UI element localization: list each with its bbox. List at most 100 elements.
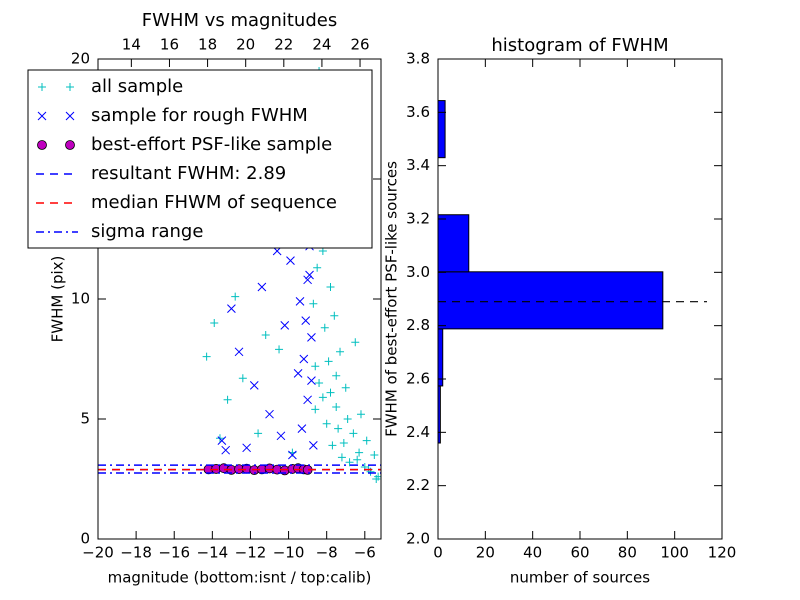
point [249,381,259,390]
point [309,299,318,308]
point [313,263,322,272]
point [210,319,219,327]
point [303,395,312,405]
legend-marker [37,111,47,121]
point [221,445,231,455]
y-tick-label: 2.2 [406,476,430,494]
point [307,333,316,342]
y-tick-label: 2.6 [406,370,430,388]
x-tick-label: 80 [618,544,637,562]
x-tick-label: −14 [197,544,229,562]
axes-frame [97,58,382,540]
y-tick-label: 3.4 [406,156,430,174]
x2-tick-label: 24 [312,36,331,54]
y-axis-label: FWHM of best-effort PSF-like sources [383,161,401,437]
x-axis-label: magnitude (bottom:isnt / top:calib) [108,569,372,587]
point [295,297,305,306]
y-tick-label: 5 [80,410,90,428]
point [356,410,365,419]
legend-label: median FHWM of sequence [91,192,337,213]
x-tick-label: −8 [316,544,338,562]
x-tick-label: −20 [82,544,114,562]
chart-title: FWHM vs magnitudes [142,10,337,31]
x-tick-label: 20 [476,544,495,562]
y-tick-label: 20 [71,50,90,68]
legend-label: sample for rough FWHM [91,105,308,126]
y-tick-label: 3.0 [406,263,430,281]
y-tick-label: 3.2 [406,210,430,228]
point [351,338,360,347]
point [345,458,354,467]
point [320,323,329,332]
point [297,424,307,433]
x-tick-label: 0 [433,544,443,562]
legend-marker [38,83,46,91]
point [254,429,263,438]
point [349,429,358,438]
x-tick-label: −6 [354,544,376,562]
x2-tick-label: 14 [122,36,141,54]
point [370,451,379,459]
point [362,436,371,445]
y-tick-label: 10 [71,290,90,308]
legend-marker [65,140,75,150]
point [324,357,333,366]
point [311,405,320,414]
point [336,347,345,356]
x-tick-label: −12 [235,544,267,562]
legend-label: resultant FWHM: 2.89 [91,163,286,184]
point [339,439,348,447]
x-tick-label: 40 [523,544,542,562]
point [328,441,337,450]
legend-marker [37,140,47,150]
point [293,369,303,378]
point [301,316,311,325]
point [257,282,267,292]
point [332,403,341,411]
x-tick-label: 60 [570,544,589,562]
point [326,283,335,291]
x2-tick-label: 22 [274,36,293,54]
x-tick-label: 100 [660,544,689,562]
x-tick-label: −10 [273,544,305,562]
y-tick-label: 3.6 [406,103,430,121]
point [318,393,327,402]
point [372,475,381,483]
point [217,436,227,445]
point [231,292,240,301]
point [242,443,251,453]
legend-label: best-effort PSF-like sample [91,134,332,155]
bar [438,214,470,273]
point [330,311,339,320]
y-tick-label: 3.8 [406,50,430,68]
legend-label: sigma range [91,221,203,242]
point [303,275,312,285]
point [311,362,320,371]
point [353,455,362,464]
y-tick-label: 2.8 [406,316,430,334]
axes-frame [437,58,723,540]
point [202,352,211,361]
point [334,424,343,433]
point [275,345,284,354]
point [299,354,309,364]
x2-tick-label: 18 [198,36,217,54]
point [265,409,274,419]
x-tick-label: −16 [158,544,190,562]
point [280,321,290,330]
legend [27,69,373,249]
point [355,448,364,457]
point [234,347,244,357]
legend-marker [65,111,75,121]
point [326,388,335,397]
point [315,379,324,387]
point [288,450,297,460]
point [341,383,350,392]
point [322,419,331,428]
y-tick-label: 2.4 [406,423,430,441]
plot-area [438,100,707,444]
point [276,431,286,441]
y-tick-label: 2.0 [406,530,430,548]
